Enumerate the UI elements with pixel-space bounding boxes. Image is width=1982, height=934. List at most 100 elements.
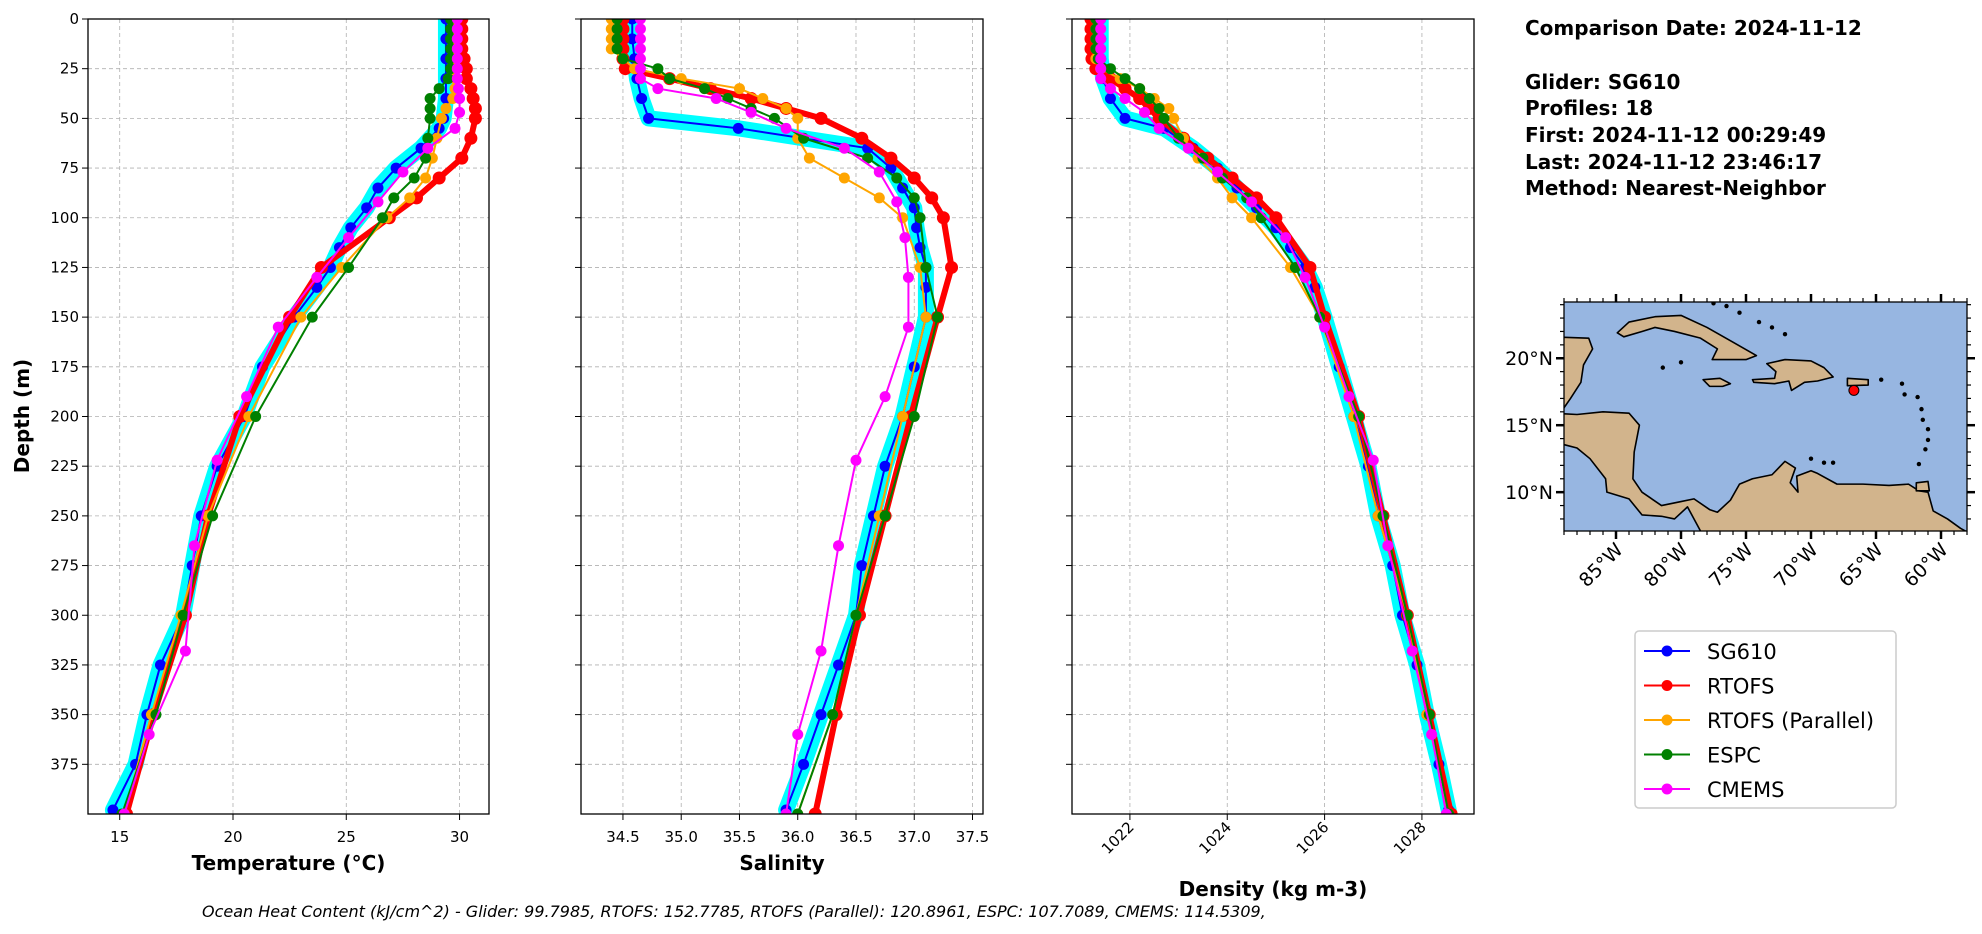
- data-point: [780, 122, 792, 134]
- map-lat-label: 15°N: [1505, 415, 1553, 437]
- data-point: [179, 645, 191, 657]
- island: [1737, 310, 1742, 315]
- data-point: [945, 260, 959, 274]
- data-point: [408, 172, 420, 184]
- data-point: [1303, 260, 1317, 274]
- plot-area: [104, 19, 482, 814]
- island: [1756, 319, 1762, 325]
- data-point: [311, 281, 323, 293]
- map-frame: [1563, 301, 1968, 532]
- x-tick-label: 36.0: [781, 828, 814, 846]
- data-point: [1280, 232, 1292, 244]
- data-point: [879, 391, 891, 403]
- data-point: [1255, 212, 1267, 224]
- data-point: [1119, 112, 1131, 124]
- island: [1915, 394, 1920, 400]
- data-point: [1168, 112, 1180, 124]
- data-point: [652, 83, 664, 95]
- data-point: [879, 460, 891, 472]
- data-point: [897, 411, 909, 422]
- data-point: [850, 454, 862, 466]
- landmass-cuba: [1616, 314, 1758, 361]
- panel-density: 1022 1024 1026 1028 Density (kg m-3): [1066, 18, 1475, 901]
- y-tick-label: 0: [69, 10, 79, 28]
- island: [1830, 460, 1836, 465]
- x-axis-label: Temperature (°C): [192, 851, 386, 875]
- data-point: [908, 192, 920, 204]
- legend-label: RTOFS: [1707, 675, 1774, 699]
- x-tick-label: 1024: [1195, 818, 1235, 858]
- map-lon-label: 70°W: [1770, 539, 1823, 592]
- method: Method: Nearest-Neighbor: [1525, 176, 1826, 200]
- data-point: [442, 73, 454, 85]
- y-tick-label: 175: [50, 358, 79, 376]
- data-point: [454, 93, 466, 104]
- data-point: [1095, 63, 1107, 75]
- data-point: [1095, 53, 1107, 65]
- data-point: [626, 33, 638, 45]
- data-point: [306, 311, 318, 323]
- data-point: [699, 83, 711, 95]
- landmass-trinidad: [1915, 480, 1931, 492]
- data-point: [432, 171, 446, 185]
- info-panel: Comparison Date: 2024-11-12 Glider: SG61…: [1525, 16, 1862, 200]
- data-point: [177, 609, 189, 621]
- x-tick-label: 1022: [1098, 818, 1138, 858]
- data-point: [1095, 73, 1107, 85]
- data-point: [314, 260, 328, 274]
- island: [1769, 325, 1775, 330]
- data-point: [451, 19, 463, 25]
- legend-marker-swatch: [1661, 783, 1673, 795]
- data-point: [283, 310, 297, 324]
- data-point: [902, 271, 914, 283]
- x-tick-label: 34.5: [606, 828, 639, 846]
- data-point: [211, 454, 223, 466]
- data-point: [652, 63, 664, 75]
- data-point: [899, 232, 911, 244]
- island: [1925, 427, 1931, 432]
- data-point: [424, 93, 436, 104]
- map-lon-label: 85°W: [1575, 539, 1628, 592]
- data-point: [435, 112, 447, 124]
- legend-frame: [1634, 630, 1897, 809]
- data-point: [451, 63, 463, 75]
- data-point: [891, 196, 903, 208]
- y-tick-label: 225: [50, 457, 79, 475]
- legend-label: RTOFS (Parallel): [1707, 709, 1874, 733]
- x-tick-label: 37.0: [898, 828, 931, 846]
- x-tick-label: 30: [450, 828, 469, 846]
- y-tick-label: 275: [50, 557, 79, 575]
- data-point: [798, 758, 810, 770]
- data-point: [388, 192, 400, 204]
- data-point: [611, 19, 623, 25]
- data-point: [1440, 808, 1452, 814]
- data-point: [451, 73, 463, 85]
- data-point: [1104, 83, 1116, 95]
- data-point: [452, 83, 464, 95]
- data-point: [459, 72, 473, 86]
- data-point: [424, 112, 436, 124]
- data-point: [792, 729, 804, 740]
- data-point: [422, 142, 434, 154]
- data-point: [925, 191, 939, 205]
- island: [1660, 365, 1666, 370]
- data-point: [1153, 102, 1165, 114]
- data-point: [1158, 112, 1170, 124]
- island: [1925, 437, 1931, 443]
- data-point: [207, 510, 219, 522]
- x-tick-label: 20: [223, 828, 242, 846]
- y-tick-label: 350: [50, 706, 79, 724]
- data-point: [634, 73, 646, 85]
- data-point: [936, 211, 950, 225]
- data-point: [618, 62, 632, 76]
- y-axis-label: Depth (m): [10, 359, 34, 473]
- data-point: [897, 182, 909, 194]
- axes-frame: [580, 18, 984, 815]
- data-point: [808, 807, 822, 814]
- first-time: First: 2024-11-12 00:29:49: [1525, 123, 1826, 147]
- legend-item: ESPC: [1644, 744, 1761, 768]
- landmass-jamaica: [1702, 377, 1732, 388]
- data-point: [914, 212, 926, 224]
- data-point: [792, 808, 804, 814]
- panel-salinity: 34.5 35.0 35.5 36.0 36.5 37.0 37.5 Salinity: [575, 18, 989, 875]
